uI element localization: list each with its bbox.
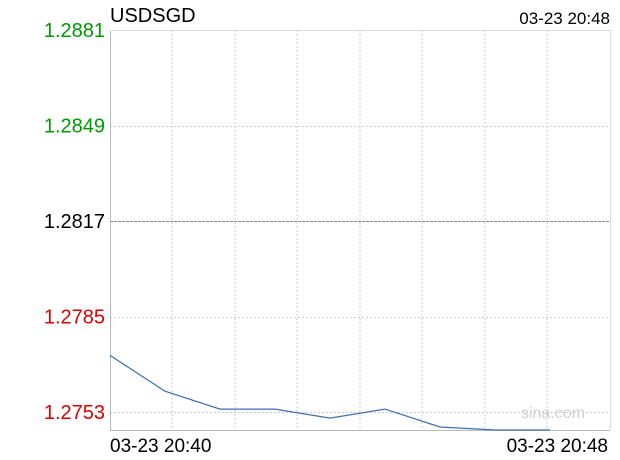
y-tick-labels: 1.2881 1.2849 1.2817 1.2785 1.2753 — [44, 20, 105, 424]
grid — [110, 30, 610, 430]
watermark: sina.com — [521, 405, 585, 422]
timestamp: 03-23 20:48 — [519, 9, 610, 28]
y-tick-label: 1.2817 — [44, 211, 105, 233]
y-tick-label: 1.2881 — [44, 20, 105, 42]
price-series-line — [109, 354, 550, 431]
y-tick-label: 1.2849 — [44, 116, 105, 138]
symbol-title: USDSGD — [110, 5, 196, 27]
x-tick-label: 03-23 20:40 — [110, 436, 211, 457]
x-tick-labels: 03-23 20:40 03-23 20:48 — [110, 436, 608, 457]
x-tick-label: 03-23 20:48 — [507, 436, 608, 457]
y-tick-label: 1.2753 — [44, 402, 105, 424]
y-tick-label: 1.2785 — [44, 307, 105, 329]
